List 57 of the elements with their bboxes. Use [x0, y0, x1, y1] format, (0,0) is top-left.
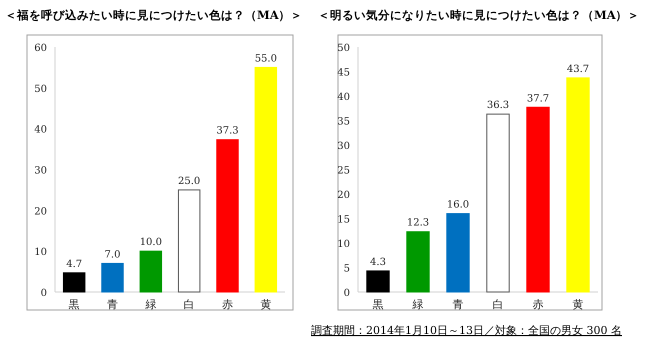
bar: [216, 139, 239, 292]
x-tick-label: 黒: [372, 298, 384, 311]
y-tick-label: 50: [34, 84, 47, 95]
y-tick-label: 35: [337, 116, 350, 128]
data-label: 25.0: [178, 176, 200, 187]
bar: [446, 213, 470, 292]
bar: [406, 231, 430, 292]
bar: [101, 262, 124, 292]
bar: [178, 189, 200, 292]
data-label: 4.3: [370, 256, 386, 268]
data-label: 55.0: [254, 53, 277, 64]
y-tick-label: 25: [337, 166, 350, 176]
x-tick-label: 黄: [572, 298, 584, 311]
data-label: 37.7: [526, 93, 550, 104]
data-label: 43.7: [566, 64, 590, 75]
bar: [62, 272, 86, 292]
x-tick-label: 緑: [412, 298, 424, 311]
y-tick-label: 10: [337, 239, 350, 250]
chart-title: ＜明るい気分になりたい時に見につけたい色は？（MA）＞: [318, 8, 640, 22]
y-tick-label: 50: [337, 43, 350, 54]
chart-title: ＜福を呼び込みたい時に見につけたい色は？（MA）＞: [5, 8, 303, 22]
data-label: 36.3: [486, 100, 510, 112]
x-tick-label: 青: [107, 298, 118, 311]
y-tick-label: 20: [337, 190, 350, 201]
y-tick-label: 0: [40, 288, 47, 299]
data-label: 7.0: [104, 249, 120, 260]
y-tick-label: 5: [344, 264, 350, 274]
data-label: 16.0: [446, 200, 470, 211]
data-label: 10.0: [140, 237, 162, 248]
y-tick-label: 30: [34, 166, 47, 176]
bar: [486, 114, 510, 292]
y-tick-label: 10: [34, 247, 47, 258]
data-label: 12.3: [406, 218, 430, 229]
y-tick-label: 0: [344, 288, 350, 299]
x-tick-label: 青: [452, 298, 464, 311]
y-tick-label: 45: [337, 68, 350, 78]
bar: [366, 270, 390, 292]
y-tick-label: 15: [337, 214, 350, 226]
data-label: 4.7: [66, 258, 82, 270]
y-tick-label: 20: [34, 206, 47, 218]
y-tick-label: 30: [337, 141, 350, 152]
x-tick-label: 緑: [144, 298, 156, 311]
bar: [526, 106, 550, 292]
x-tick-label: 白: [184, 298, 195, 311]
bar: [566, 77, 590, 292]
x-tick-label: 白: [492, 298, 504, 311]
data-label: 37.3: [216, 126, 239, 137]
x-tick-label: 赤: [532, 298, 544, 311]
y-tick-label: 40: [337, 92, 350, 103]
y-tick-label: 40: [34, 124, 47, 136]
bar: [140, 250, 162, 292]
x-tick-label: 赤: [222, 298, 233, 311]
y-tick-label: 60: [34, 43, 47, 54]
text: 調査期間：2014年1月10日～13日／対象：全国の男女 300 名: [311, 324, 622, 337]
x-tick-label: 黒: [68, 298, 80, 311]
x-tick-label: 黄: [260, 298, 272, 311]
bar: [254, 66, 278, 292]
